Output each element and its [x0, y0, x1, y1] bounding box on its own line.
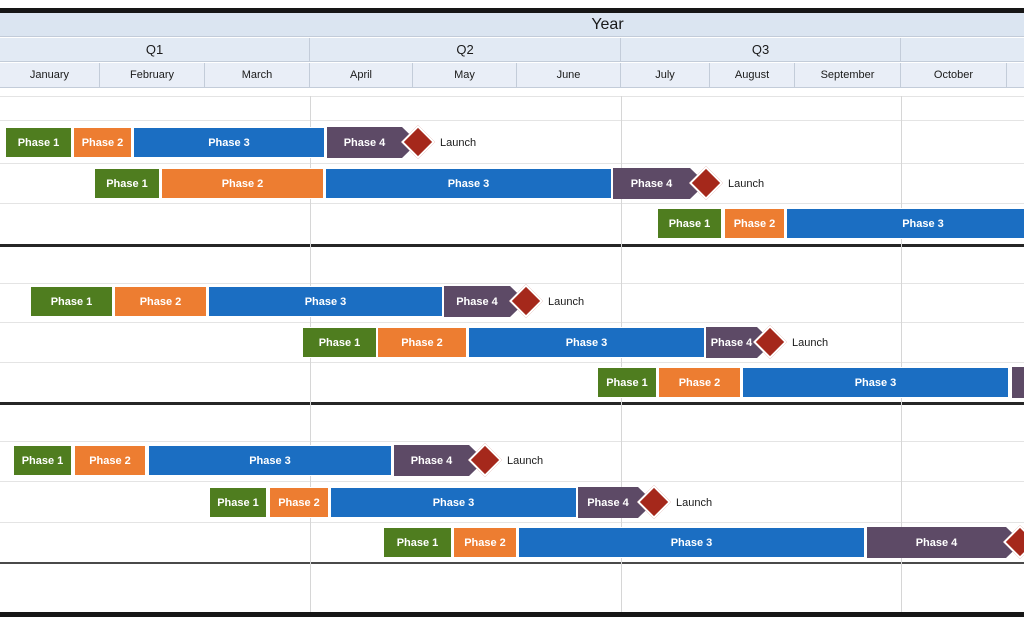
month-header-cell: July: [621, 63, 710, 88]
gantt-bar-phase3[interactable]: Phase 3: [468, 327, 705, 358]
gantt-bar-phase1[interactable]: Phase 1: [30, 286, 113, 317]
quarter-header-cell: Q2: [310, 38, 621, 62]
month-header-cell: [1007, 63, 1024, 88]
gantt-bar-phase3[interactable]: Phase 3: [742, 367, 1009, 398]
gantt-bar-phase3[interactable]: Phase 3: [518, 527, 865, 558]
gantt-bar-phase1[interactable]: Phase 1: [597, 367, 657, 398]
gantt-bar-phase1[interactable]: Phase 1: [383, 527, 452, 558]
month-header-cell: October: [901, 63, 1007, 88]
quarter-header-cell: Q3: [621, 38, 901, 62]
gantt-bar-phase1[interactable]: Phase 1: [302, 327, 377, 358]
row-gridline: [0, 203, 1024, 204]
gantt-bar-phase2[interactable]: Phase 2: [377, 327, 467, 358]
gantt-bar-phase3[interactable]: Phase 3: [133, 127, 325, 158]
month-header-cell: March: [205, 63, 310, 88]
row-gridline: [0, 481, 1024, 482]
gantt-bar-phase2[interactable]: Phase 2: [161, 168, 324, 199]
quarter-header-cell: [901, 38, 1024, 62]
gantt-bar-phase2[interactable]: Phase 2: [74, 445, 146, 476]
gantt-bar-phase1[interactable]: Phase 1: [13, 445, 72, 476]
launch-label: Launch: [792, 336, 829, 349]
row-gridline: [0, 283, 1024, 284]
gantt-bar-phase1[interactable]: Phase 1: [5, 127, 72, 158]
gantt-bar-phase2[interactable]: Phase 2: [658, 367, 741, 398]
row-gridline: [0, 120, 1024, 121]
section-separator-line: [0, 244, 1024, 247]
launch-label: Launch: [728, 177, 765, 190]
month-header-cell: August: [710, 63, 795, 88]
row-gridline: [0, 322, 1024, 323]
gantt-bar-phase4[interactable]: Phase 4: [444, 286, 526, 317]
gantt-bar-phase2[interactable]: Phase 2: [114, 286, 207, 317]
gantt-bar-phase3[interactable]: Phase 3: [330, 487, 577, 518]
month-header-cell: January: [0, 63, 100, 88]
quarter-header-cell: Q1: [0, 38, 310, 62]
quarter-gridline: [901, 96, 902, 612]
gantt-bar-phase2[interactable]: Phase 2: [73, 127, 132, 158]
gantt-bar-phase2[interactable]: Phase 2: [269, 487, 329, 518]
gantt-bar-phase4[interactable]: [1012, 367, 1024, 398]
gantt-bar-phase2[interactable]: Phase 2: [724, 208, 785, 239]
gantt-bar-phase1[interactable]: Phase 1: [657, 208, 722, 239]
gantt-bar-phase2[interactable]: Phase 2: [453, 527, 517, 558]
gantt-bar-phase3[interactable]: Phase 3: [786, 208, 1024, 239]
row-gridline: [0, 362, 1024, 363]
gantt-bar-phase1[interactable]: Phase 1: [94, 168, 160, 199]
month-header-cell: April: [310, 63, 413, 88]
launch-label: Launch: [440, 136, 477, 149]
gantt-bar-phase3[interactable]: Phase 3: [208, 286, 443, 317]
gantt-bar-phase1[interactable]: Phase 1: [209, 487, 267, 518]
row-gridline: [0, 522, 1024, 523]
row-gridline: [0, 96, 1024, 97]
gantt-bar-phase3[interactable]: Phase 3: [148, 445, 392, 476]
section-separator-line: [0, 8, 1024, 13]
month-header-cell: February: [100, 63, 205, 88]
gantt-bar-phase3[interactable]: Phase 3: [325, 168, 612, 199]
launch-label: Launch: [507, 454, 544, 467]
launch-label: Launch: [548, 295, 585, 308]
section-separator-line: [0, 612, 1024, 617]
section-separator-line: [0, 562, 1024, 564]
month-header-cell: September: [795, 63, 901, 88]
month-header-cell: June: [517, 63, 621, 88]
launch-label: Launch: [676, 496, 713, 509]
section-separator-line: [0, 402, 1024, 405]
year-header-cell: Year: [0, 13, 1024, 37]
row-gridline: [0, 441, 1024, 442]
month-header-cell: May: [413, 63, 517, 88]
row-gridline: [0, 163, 1024, 164]
gantt-bar-phase4[interactable]: Phase 4: [867, 527, 1022, 558]
